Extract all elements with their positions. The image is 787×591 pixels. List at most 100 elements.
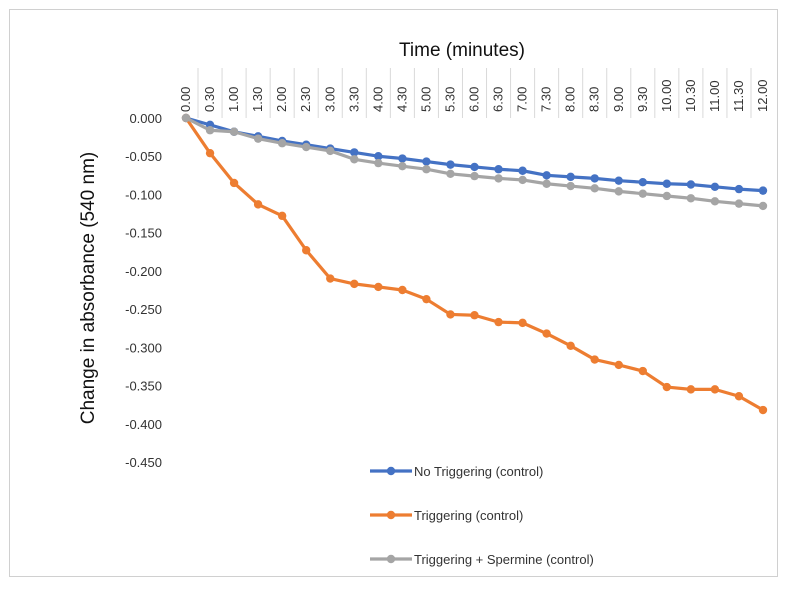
data-point	[662, 179, 672, 188]
data-point	[326, 274, 335, 283]
legend-swatch-marker	[386, 554, 396, 564]
data-point	[446, 160, 455, 169]
x-tick-label: 7.30	[539, 87, 554, 112]
x-tick-label: 5.00	[418, 87, 433, 112]
data-point	[446, 310, 455, 319]
legend-label: Triggering + Spermine (control)	[414, 552, 594, 567]
x-tick-label: 4.00	[370, 87, 385, 112]
data-point	[662, 382, 672, 392]
x-tick-label: 8.00	[563, 87, 578, 112]
data-point	[614, 187, 623, 196]
data-point	[542, 171, 551, 180]
y-tick-label: -0.400	[125, 417, 162, 432]
data-point	[398, 285, 407, 295]
data-point	[398, 154, 407, 163]
legend-swatch-marker	[386, 466, 396, 476]
data-point	[662, 191, 672, 201]
x-tick-label: 10.00	[659, 79, 674, 112]
x-tick-label: 6.30	[491, 87, 506, 112]
legend-swatch-marker	[386, 510, 396, 520]
x-tick-label: 2.00	[274, 87, 289, 112]
x-tick-label: 11.30	[731, 80, 746, 112]
data-point	[446, 169, 455, 179]
series-3	[181, 113, 768, 211]
x-tick-label: 7.00	[515, 87, 530, 112]
legend: No Triggering (control) Triggering (contr…	[370, 464, 594, 567]
x-tick-label: 1.00	[226, 87, 241, 112]
data-point	[734, 199, 744, 208]
data-point	[350, 279, 359, 289]
data-point	[277, 211, 287, 221]
data-point	[638, 366, 647, 376]
data-point	[614, 176, 623, 185]
data-point	[494, 174, 503, 183]
y-tick-label: -0.150	[125, 226, 162, 241]
data-point	[374, 282, 383, 292]
data-point	[205, 126, 215, 135]
y-tick-label: -0.250	[125, 302, 162, 317]
y-tick-label: -0.050	[125, 149, 162, 164]
data-point	[350, 148, 359, 157]
x-tick-label: 8.30	[587, 87, 602, 112]
x-tick-label: 11.00	[707, 80, 722, 112]
data-point	[374, 158, 383, 168]
data-point	[638, 178, 647, 187]
x-tick-label: 9.00	[611, 87, 626, 112]
data-point	[302, 142, 311, 152]
series-1	[181, 113, 768, 195]
y-axis-title: Change in absorbance (540 nm)	[78, 152, 99, 425]
data-point	[638, 189, 647, 198]
data-point	[374, 152, 383, 161]
data-point	[734, 392, 744, 401]
data-point	[518, 318, 527, 328]
data-point	[686, 194, 696, 203]
gridlines	[197, 68, 752, 118]
x-tick-label: 3.00	[322, 87, 337, 112]
data-point	[518, 175, 527, 185]
data-point	[518, 166, 527, 175]
data-point	[494, 317, 503, 327]
data-point	[542, 179, 551, 188]
series-line	[184, 116, 765, 208]
legend-item: Triggering + Spermine (control)	[370, 552, 594, 567]
legend-label: Triggering (control)	[414, 508, 523, 523]
series-line	[184, 116, 765, 412]
data-point	[494, 165, 503, 174]
x-tick-label: 6.00	[467, 87, 482, 112]
y-axis-ticks: 0.000 -0.050 -0.100 -0.150 -0.200 -0.250 -0.30…	[125, 111, 162, 470]
x-tick-label: 12.00	[755, 79, 770, 112]
x-tick-label: 4.30	[394, 87, 409, 112]
chart-frame	[9, 9, 778, 577]
x-tick-label: 10.30	[683, 79, 698, 112]
data-point	[422, 165, 431, 174]
x-tick-label: 0.00	[178, 87, 193, 112]
x-tick-label: 5.30	[442, 87, 457, 112]
x-axis-ticks: 0.00 0.30 1.00 1.30 2.00 2.30 3.00 3.30 4.00 4.30…	[178, 79, 770, 112]
data-point	[590, 184, 599, 193]
data-point	[253, 134, 263, 143]
x-tick-label: 9.30	[635, 87, 650, 112]
data-point	[590, 355, 599, 364]
y-tick-label: 0.000	[129, 111, 162, 126]
y-tick-label: -0.450	[125, 455, 162, 470]
data-point	[422, 157, 431, 166]
data-point	[758, 201, 768, 211]
x-tick-label: 3.30	[346, 87, 361, 112]
data-point	[470, 162, 479, 172]
data-point	[470, 311, 479, 320]
data-point	[734, 184, 744, 194]
data-point	[686, 385, 696, 394]
data-point	[758, 405, 768, 415]
x-axis-title: Time (minutes)	[399, 40, 525, 61]
data-point	[422, 294, 431, 304]
x-tick-label: 2.30	[298, 87, 313, 112]
y-tick-label: -0.300	[125, 340, 162, 355]
data-point	[302, 246, 311, 255]
data-point	[710, 197, 720, 206]
data-point	[398, 161, 407, 171]
data-point	[350, 155, 359, 164]
y-tick-label: -0.100	[125, 187, 162, 202]
data-point	[229, 178, 239, 188]
data-point	[229, 127, 239, 136]
